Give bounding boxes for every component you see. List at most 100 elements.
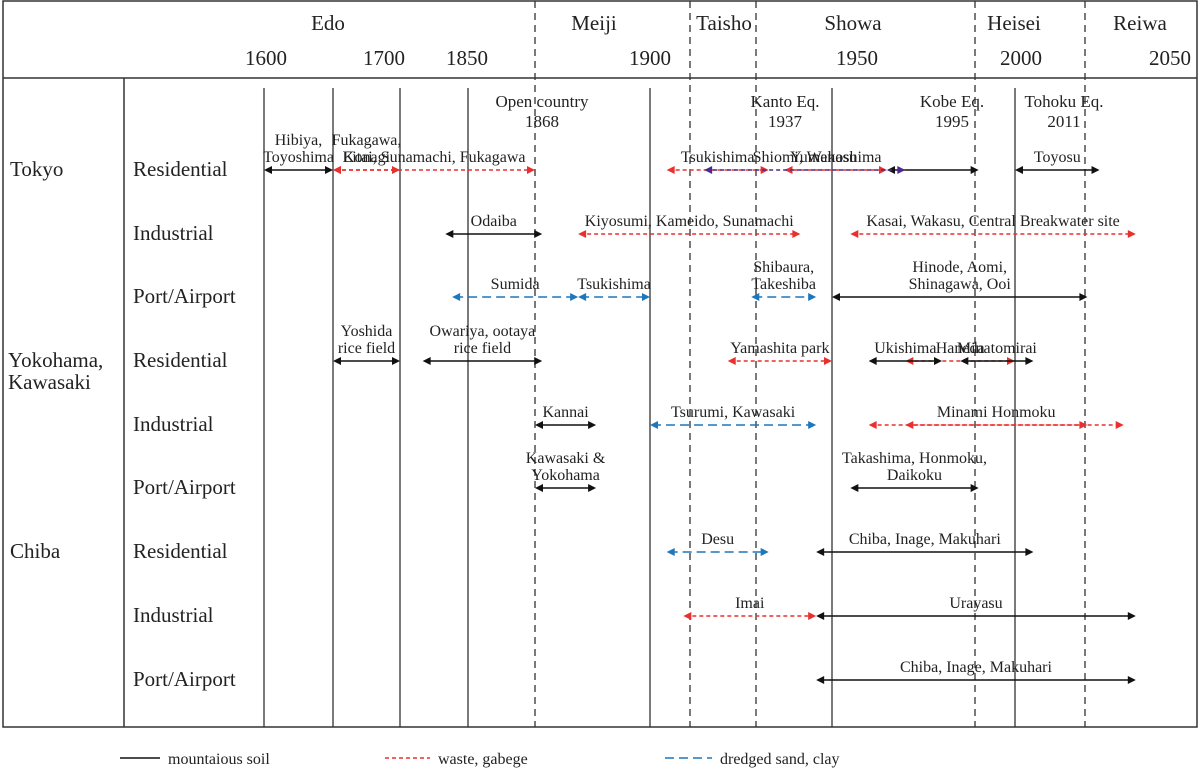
span-arrowhead xyxy=(666,166,675,174)
span-arrowhead xyxy=(897,166,906,174)
span-label: Desu xyxy=(701,531,734,548)
span-label: Minatomirai xyxy=(957,340,1038,357)
span-label: Yoshida xyxy=(341,323,393,340)
span-label: Tsurumi, Kawasaki xyxy=(671,404,796,421)
era-header: Edo Meiji Taisho Showa Heisei Reiwa xyxy=(311,11,1167,35)
span-arrowhead xyxy=(1015,166,1023,174)
span-arrowhead xyxy=(422,357,431,365)
span-arrowhead xyxy=(535,421,543,429)
span-label: Toyoshima xyxy=(263,149,334,166)
span-item: Odaiba xyxy=(445,213,543,238)
span-arrowhead xyxy=(534,230,543,238)
span-item: Takashima, Honmoku,Daikoku xyxy=(842,450,987,492)
region-label: Chiba xyxy=(10,539,61,563)
span-arrowhead xyxy=(392,166,400,174)
span-arrowhead xyxy=(850,484,859,492)
span-label: Haneda xyxy=(936,340,985,357)
span-arrowhead xyxy=(824,357,832,365)
span-arrowhead xyxy=(333,357,341,365)
span-item: Chiba, Inage, Makuhari xyxy=(816,659,1136,684)
span-label: Tsukishima xyxy=(577,276,651,293)
span-arrowhead xyxy=(578,230,587,238)
era-label: Reiwa xyxy=(1113,11,1167,35)
span-item: Kasai, Wakasu, Central Breakwater site xyxy=(850,213,1136,238)
span-arrowhead xyxy=(392,357,400,365)
span-label: Toyosu xyxy=(1034,149,1081,166)
span-label: Yumenoshima xyxy=(790,149,882,166)
span-arrowhead xyxy=(1079,293,1088,301)
span-label: Kiyosumi, Kameido, Sunamachi xyxy=(585,213,794,230)
span-label: Takeshiba xyxy=(751,276,816,293)
year-tick-label: 1850 xyxy=(446,46,488,70)
span-item: Shibaura,Takeshiba xyxy=(751,259,817,301)
year-tick-label: 1900 xyxy=(629,46,671,70)
span-label: Ukishima xyxy=(874,340,936,357)
span-arrowhead xyxy=(816,676,825,684)
span-arrowhead xyxy=(816,548,825,556)
span-label: Eitai, Sunamachi, Fukagawa xyxy=(342,149,525,166)
event-label: Kobe Eq. xyxy=(920,92,984,111)
category-label: Residential xyxy=(133,348,228,372)
span-arrowhead xyxy=(960,357,969,365)
span-item: Ukishima xyxy=(868,340,942,365)
span-item: Tsukishima xyxy=(666,149,769,174)
year-tick-label: 1950 xyxy=(836,46,878,70)
span-label: rice field xyxy=(338,340,395,357)
category-label: Port/Airport xyxy=(133,475,236,499)
category-label: Port/Airport xyxy=(133,667,236,691)
year-gridlines xyxy=(263,88,1016,727)
span-arrowhead xyxy=(642,293,650,301)
span-item: Hinode, Aomi,Shinagawa, Ooi xyxy=(832,259,1088,301)
span-label: Daikoku xyxy=(887,467,942,484)
span-label: Konagi xyxy=(343,149,391,166)
category-label: Port/Airport xyxy=(133,284,236,308)
span-arrowhead xyxy=(784,166,793,174)
span-arrowhead xyxy=(850,230,859,238)
frame-border xyxy=(2,0,1198,728)
region-label: Kawasaki xyxy=(8,370,91,394)
regions: Tokyo Yokohama, Kawasaki Chiba xyxy=(8,157,103,563)
event-year: 1868 xyxy=(525,112,559,131)
span-item: Eitai, Sunamachi, Fukagawa xyxy=(333,149,535,174)
span-item: Desu xyxy=(666,531,769,556)
era-label: Meiji xyxy=(571,11,617,35)
span-arrowhead xyxy=(808,612,817,620)
span-item: Shiomi, Wakasu xyxy=(704,149,906,174)
span-label: Hibiya, xyxy=(275,132,323,149)
span-label: Kannai xyxy=(542,404,589,421)
span-arrowhead xyxy=(1127,612,1136,620)
span-arrowhead xyxy=(333,166,341,174)
year-tick-label: 1600 xyxy=(245,46,287,70)
span-item: Imai xyxy=(683,595,817,620)
category-label: Residential xyxy=(133,157,228,181)
span-arrowhead xyxy=(868,421,877,429)
era-label: Showa xyxy=(824,11,882,35)
span-item: Urayasu xyxy=(816,595,1136,620)
span-item: Tsurumi, Kawasaki xyxy=(650,404,817,429)
span-label: Odaiba xyxy=(471,213,517,230)
span-arrowhead xyxy=(832,293,840,301)
span-arrowhead xyxy=(452,293,461,301)
span-label: Tsukishima xyxy=(681,149,755,166)
span-arrowhead xyxy=(683,612,692,620)
span-label: Hinode, Aomi, xyxy=(912,259,1007,276)
span-arrowhead xyxy=(650,421,658,429)
span-arrowhead xyxy=(535,484,543,492)
span-arrowhead xyxy=(704,166,713,174)
span-arrowhead xyxy=(751,293,760,301)
span-item: Yamashita park xyxy=(727,340,832,365)
era-label: Heisei xyxy=(987,11,1041,35)
year-axis: 1600 1700 1850 1900 1950 2000 2050 xyxy=(245,46,1191,70)
span-arrowhead xyxy=(792,230,801,238)
span-item: Minatomirai xyxy=(957,340,1038,365)
span-arrowhead xyxy=(578,293,587,301)
span-arrowhead xyxy=(1025,357,1034,365)
span-label: Chiba, Inage, Makuhari xyxy=(900,659,1053,676)
category-label: Residential xyxy=(133,539,228,563)
event-label: Kanto Eq. xyxy=(751,92,820,111)
year-tick-label: 2050 xyxy=(1149,46,1191,70)
span-arrowhead xyxy=(1091,166,1100,174)
span-arrowhead xyxy=(970,484,979,492)
